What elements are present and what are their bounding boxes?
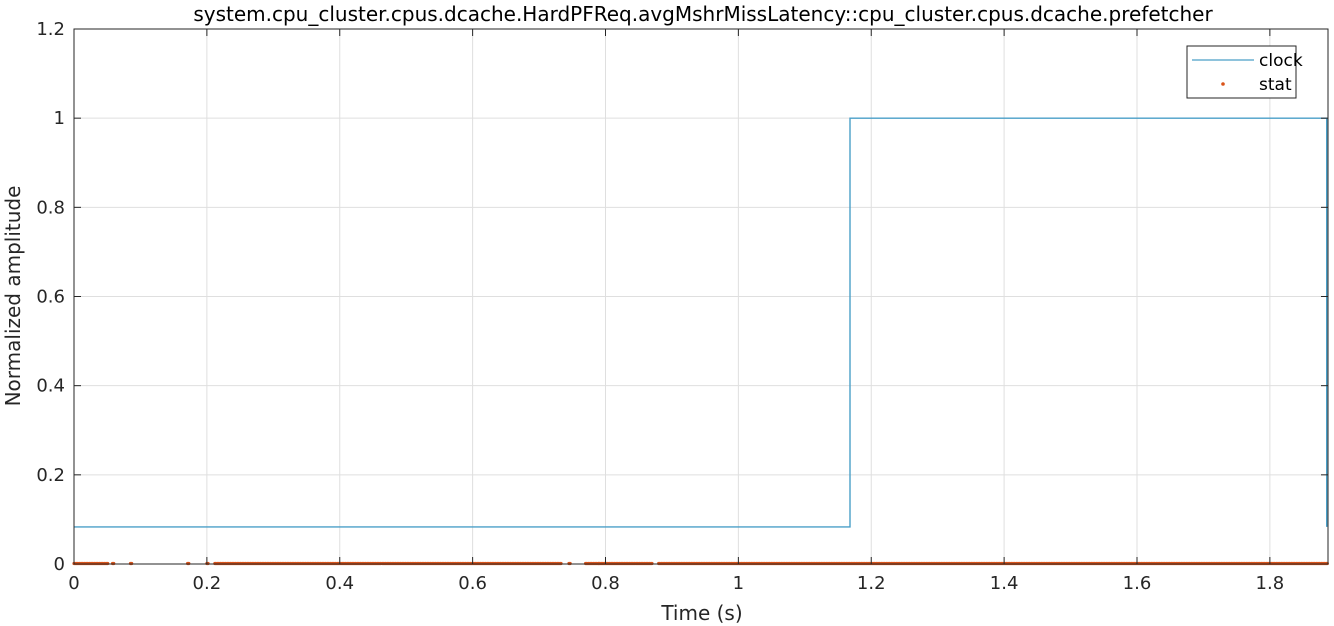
legend: clock stat [1186, 45, 1303, 99]
y-tick-label: 0 [54, 554, 65, 575]
x-axis-label: Time (s) [660, 601, 742, 625]
y-tick-label: 1.2 [36, 19, 65, 40]
chart-title: system.cpu_cluster.cpus.dcache.HardPFReq… [193, 2, 1213, 26]
y-tick-label: 0.4 [36, 376, 65, 397]
legend-swatch-stat [1221, 82, 1225, 86]
x-tick-label: 0 [68, 573, 79, 594]
x-tick-label: 1.6 [1123, 573, 1152, 594]
y-axis-label: Normalized amplitude [1, 186, 25, 407]
x-tick-label: 0.8 [591, 573, 620, 594]
y-tick-label: 0.6 [36, 287, 65, 308]
legend-label-clock: clock [1259, 51, 1303, 71]
x-tick-label: 0.2 [193, 573, 222, 594]
y-tick-label: 1 [54, 108, 65, 129]
x-tick-label: 0.6 [458, 573, 487, 594]
y-tick-label: 0.2 [36, 465, 65, 486]
x-tick-label: 1.2 [857, 573, 886, 594]
x-tick-label: 0.4 [325, 573, 354, 594]
x-tick-label: 1.4 [990, 573, 1019, 594]
y-tick-label: 0.8 [36, 197, 65, 218]
series-clock-line [74, 117, 1328, 528]
legend-label-stat: stat [1259, 75, 1292, 95]
legend-box [1186, 45, 1297, 99]
x-tick-label: 1.8 [1256, 573, 1285, 594]
x-tick-label: 1 [733, 573, 744, 594]
ticks: 0 0.2 0.4 0.6 0.8 1 1.2 1.4 1.6 1.8 0 0.2 0.4 0.6 0.8 1… [36, 19, 1328, 594]
